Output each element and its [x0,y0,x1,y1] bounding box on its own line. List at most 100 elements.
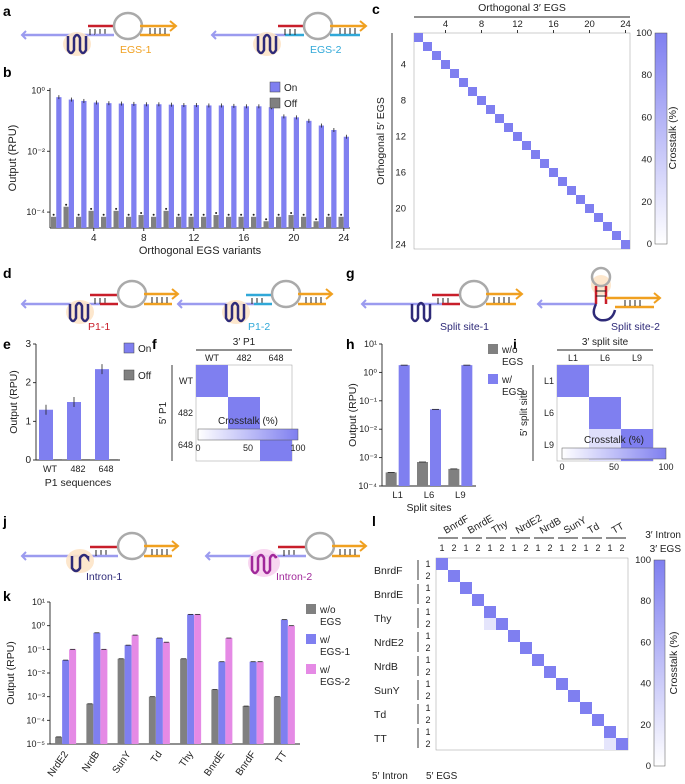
schematic-label-split-site-2: Split site-2 [611,321,660,333]
bar-w-o-egs [242,706,250,744]
heatmap-title: 3′ P1 [233,337,256,348]
bar-off [301,216,307,228]
y-axis-label: Output (RPU) [5,641,17,705]
column-group-label: NrdE2 [514,513,544,537]
colorbar-tick: 100 [658,462,673,472]
legend-on-label: On [284,83,297,94]
y-tick-label: 4 [401,60,406,71]
row-group-label: NrdE2 [374,637,404,649]
heatmap-cell [549,168,558,177]
row-sub-label: 1 [425,703,430,713]
heatmap-cell [468,87,477,96]
panel-label-k: k [3,588,11,604]
bar-off [54,459,62,460]
colorbar-label: Crosstalk (%) [667,106,679,169]
heatmap-cell [616,738,628,750]
bar-off [238,216,244,228]
bar-w-o-egs [117,658,125,744]
x-tick-label: 4 [91,233,97,244]
panel-label-j: j [2,513,7,529]
bar-off [226,216,232,228]
y-tick-label: 10⁰ [31,85,45,95]
row-sub-label: 2 [425,667,430,677]
bar-off [126,216,132,228]
y-axis-label: 5′ P1 [158,401,169,424]
schematic-egs2 [210,11,368,56]
data-point [140,212,143,215]
heatmap-cell [484,606,496,618]
bar-off [338,216,344,228]
column-sub-label: 2 [499,543,504,553]
data-point [177,213,180,216]
bar-off [76,216,82,228]
column-group-label: TT [610,521,626,537]
y-tick-label: 10¹ [32,597,45,607]
panel-label-b: b [3,64,12,80]
bar-w-egs-2 [100,649,108,744]
bar-w-egs-2 [69,649,77,744]
bar-on [306,120,312,228]
bar-w-egs-1 [187,614,195,744]
heatmap-cell [556,678,568,690]
heatmap-cell [432,51,441,60]
heatmap-cell [484,618,496,630]
panel-label-e: e [3,336,11,352]
schematic-split-site-2 [536,266,662,322]
colorbar-tick: 50 [243,443,253,453]
bar-off [101,216,107,228]
legend-with-egs-label: w/ [501,375,512,386]
schematic-intron-1 [20,531,180,573]
colorbar [561,447,667,460]
column-sub-label: 2 [595,543,600,553]
legend-off-label: Off [138,371,151,382]
bar-w-o-egs [273,696,281,744]
schematic-split-site-1 [360,279,524,323]
bar-off [51,216,57,228]
heatmap-cell [423,42,432,51]
heatmap-cell [477,96,486,105]
bar-on [318,125,324,228]
heatmap-cell [460,582,472,594]
bar-off [151,216,157,228]
heatmap-cell [612,231,621,240]
row-sub-label: 1 [425,727,430,737]
bar-on [331,129,337,228]
heatmap-cell [557,365,589,397]
y-tick-label: L6 [544,408,554,418]
bar-on [131,103,137,228]
data-point [115,207,118,210]
colorbar-tick: 60 [640,637,651,648]
colorbar-tick: 100 [636,28,652,39]
bar-on [281,116,287,228]
y-tick-label: 10⁻² [359,424,377,434]
schematic-p1-2 [176,279,334,324]
column-sub-label: 2 [475,543,480,553]
column-sub-label: 1 [583,543,588,553]
bar-w-egs-2 [287,625,295,744]
bar-w-egs-1 [93,632,101,744]
y-tick-label: L1 [544,376,554,386]
heatmap-cell [450,69,459,78]
bar-w-egs-1 [280,619,288,744]
bar-off [276,216,282,228]
heatmap-cell [448,570,460,582]
bar-on [243,106,249,228]
column-sub-label: 1 [487,543,492,553]
bar-w-egs-2 [225,638,233,744]
bar-w-egs-1 [155,638,163,744]
bar-off [313,221,319,228]
bar-on [56,97,62,228]
bar-on [118,103,124,228]
row-group-label: Thy [374,613,392,625]
heatmap-cell [228,397,260,429]
x-tick-label: L6 [424,490,435,501]
legend-without-egs-label-2: EGS [320,617,341,628]
bar-off [251,216,257,228]
schematic-label-p1-1: P1-1 [88,321,110,333]
top-label-intron: 3′ Intron [645,530,681,541]
panel-label-a: a [3,3,11,19]
y-tick-label: 20 [395,204,406,215]
heatmap-cell [567,186,576,195]
panel-label-h: h [346,336,355,352]
x-tick-label: BnrdF [234,749,259,778]
